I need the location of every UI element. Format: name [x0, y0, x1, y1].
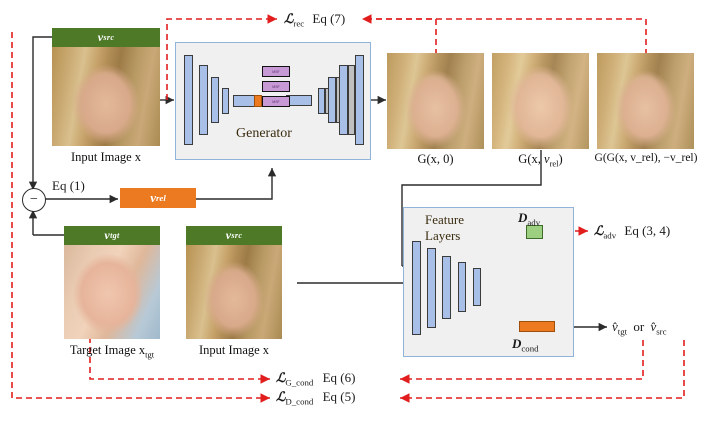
output-2-caption-pre: G(x,: [518, 152, 544, 166]
loss-adv-subscript: adv: [603, 230, 617, 241]
disc-bar-1: [412, 241, 421, 335]
input-image-bottom-caption: Input Image x: [198, 343, 270, 357]
d-adv-symbol: D: [518, 210, 528, 225]
face-photo-target: [64, 245, 160, 339]
v-src-header-bottom-subscript: src: [231, 231, 243, 240]
vhat-output-label: v̂tgt or v̂src: [612, 319, 667, 337]
target-image-caption-sub: tgt: [145, 349, 155, 360]
disc-bar-5: [473, 268, 481, 306]
gen-vrel-inject-box: [254, 95, 262, 107]
loss-rec-subscript: rec: [293, 18, 305, 29]
gen-enc-bar-4: [222, 88, 229, 114]
loss-gcond-subscript: G_cond: [285, 377, 314, 388]
d-adv-label: Dadv: [518, 210, 540, 228]
input-image-top-card: v src: [52, 28, 160, 146]
loss-gcond-symbol: ℒ: [276, 370, 286, 385]
input-image-top-caption: Input Image x: [70, 150, 142, 164]
output-2-caption-v: v: [544, 152, 550, 166]
v-src-header-symbol: v: [97, 30, 104, 44]
loss-adv-symbol: ℒ: [594, 223, 604, 238]
gen-dec-bar-3: [328, 77, 336, 123]
target-image-card: v tgt: [64, 226, 160, 339]
v-src-header-subscript: src: [103, 33, 115, 42]
target-image-caption: Target Image xtgt: [44, 343, 180, 360]
gen-enc-bar-3: [211, 77, 219, 123]
subtract-node: −: [22, 188, 46, 212]
output-image-2-caption: G(x, vrel): [492, 152, 589, 169]
v-tgt-header-subscript: tgt: [110, 231, 120, 240]
disc-bar-4: [458, 262, 466, 312]
output-2-caption-post: ): [558, 152, 563, 166]
face-photo-input-bottom: [186, 245, 282, 339]
loss-rec-eq: Eq (7): [312, 11, 346, 26]
loss-dcond-symbol: ℒ: [276, 389, 286, 404]
loss-gcond-eq: Eq (6): [322, 370, 356, 385]
feature-layers-title-line2: Layers: [425, 228, 461, 243]
gen-dec-bar-4: [339, 65, 348, 135]
output-image-3: [597, 53, 694, 149]
disc-bar-2: [427, 248, 436, 328]
gen-dec-bar-5: [355, 55, 364, 145]
v-src-header-bottom-symbol: v: [225, 228, 232, 242]
feature-layers-title-line1: Feature: [425, 212, 464, 227]
gen-enc-bar-1: [184, 55, 193, 145]
loss-adv-eq: Eq (3, 4): [624, 223, 671, 238]
loss-dcond-eq: Eq (5): [322, 389, 356, 404]
v-src-header-top: v src: [52, 28, 160, 47]
vhat-or-text: or: [633, 319, 645, 334]
d-cond-label: Dcond: [512, 336, 539, 354]
gen-dec-bar-2: [318, 88, 325, 114]
loss-rec-symbol: ℒ: [284, 11, 294, 26]
generator-title: Generator: [236, 126, 292, 141]
d-adv-head: [526, 225, 543, 239]
eq1-label: Eq (1): [52, 178, 85, 193]
output-2-caption-sub: rel: [549, 158, 559, 169]
vhat-tgt-subscript: tgt: [617, 326, 628, 337]
target-image-caption-main: Target Image x: [69, 343, 146, 357]
loss-dcond-label: ℒD_cond Eq (5): [276, 389, 355, 407]
d-cond-head: [519, 321, 555, 332]
v-tgt-header: v tgt: [64, 226, 160, 245]
gen-enc-bar-2: [199, 65, 208, 135]
loss-adv-label: ℒadv Eq (3, 4): [594, 223, 670, 241]
d-cond-symbol: D: [512, 336, 522, 351]
loss-rec-label: ℒrec Eq (7): [284, 11, 345, 29]
subtract-symbol: −: [30, 192, 38, 207]
msf-block-3: MSF: [262, 96, 290, 107]
output-image-3-caption: G(G(x, v_rel), −v_rel): [594, 152, 698, 164]
v-src-header-bottom: v src: [186, 226, 282, 245]
v-rel-symbol: v: [150, 190, 156, 205]
output-image-1-caption: G(x, 0): [417, 152, 454, 166]
d-adv-subscript: adv: [527, 217, 541, 228]
input-image-bottom-card: v src: [186, 226, 282, 339]
face-photo-input-top: [52, 47, 160, 146]
output-image-2: [492, 53, 589, 149]
vhat-tgt-symbol: v̂: [612, 319, 618, 334]
d-cond-subscript: cond: [521, 343, 539, 354]
gen-dec-bar-4-grey: [348, 65, 355, 135]
msf-block-1: MSF: [262, 66, 290, 77]
v-tgt-header-symbol: v: [104, 228, 111, 242]
msf-block-2: MSF: [262, 81, 290, 92]
v-rel-box: v rel: [120, 188, 196, 208]
vhat-src-symbol: v̂: [650, 319, 657, 334]
loss-gcond-label: ℒG_cond Eq (6): [276, 370, 355, 388]
loss-dcond-subscript: D_cond: [285, 396, 314, 407]
vhat-src-subscript: src: [656, 326, 667, 337]
v-rel-subscript: rel: [155, 193, 166, 203]
output-image-1: [387, 53, 484, 149]
disc-bar-3: [442, 256, 451, 319]
